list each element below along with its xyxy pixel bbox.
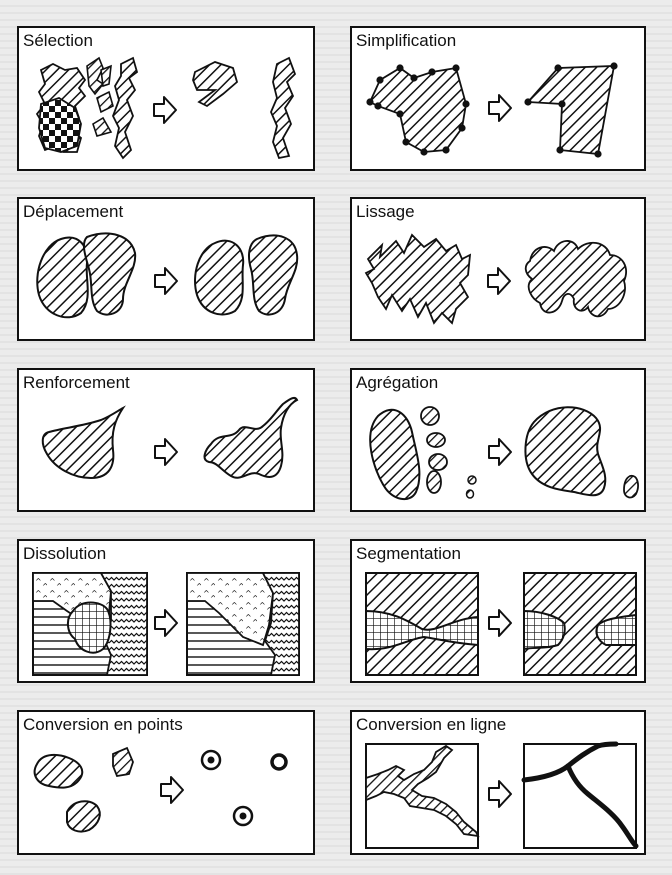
panel-agregation: Agrégation <box>350 368 646 512</box>
point-symbol <box>270 753 288 771</box>
selection-illustration <box>35 56 297 160</box>
conversion-ligne-illustration <box>365 741 639 849</box>
panel-title: Lissage <box>356 202 415 221</box>
point-symbol <box>200 749 222 771</box>
panel-title: Conversion en points <box>23 715 183 734</box>
lissage-illustration <box>364 233 627 325</box>
panel-title: Déplacement <box>23 202 124 221</box>
panel-conversion-ligne: Conversion en ligne <box>350 710 646 855</box>
panel-title: Agrégation <box>356 373 439 392</box>
simplification-illustration <box>366 62 618 158</box>
panel-title: Sélection <box>23 31 93 50</box>
panel-simplification: Simplification <box>350 26 646 171</box>
panel-title: Conversion en ligne <box>356 715 507 734</box>
panel-selection: Sélection <box>17 26 315 171</box>
panel-renforcement: Renforcement <box>17 368 315 512</box>
panel-lissage: Lissage <box>350 197 646 341</box>
panel-title: Dissolution <box>23 544 107 563</box>
panel-deplacement: Déplacement <box>17 197 315 341</box>
point-symbol <box>232 805 254 827</box>
agregation-illustration <box>369 406 639 501</box>
dissolution-illustration <box>32 572 300 676</box>
panel-conversion-points: Conversion en points <box>17 710 315 855</box>
deplacement-illustration <box>36 232 299 319</box>
panel-title: Renforcement <box>23 373 130 392</box>
panel-title: Segmentation <box>356 544 461 563</box>
renforcement-illustration <box>41 396 299 480</box>
panel-dissolution: Dissolution <box>17 539 315 683</box>
conversion-points-illustration <box>33 746 288 833</box>
panel-title: Simplification <box>356 31 457 50</box>
panel-segmentation: Segmentation <box>350 539 646 683</box>
segmentation-illustration <box>365 572 637 676</box>
